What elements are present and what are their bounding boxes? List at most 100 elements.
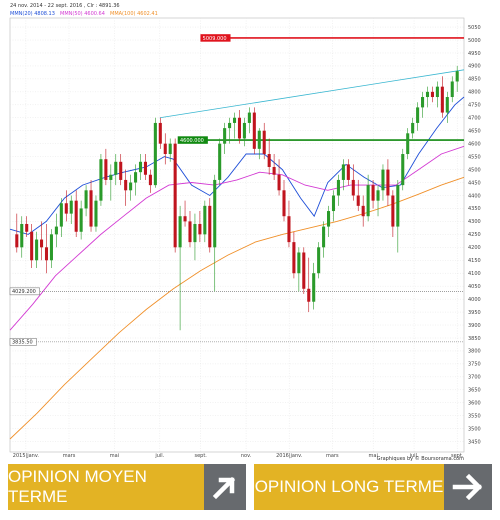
candle-body — [173, 143, 177, 248]
candle-body — [49, 234, 53, 261]
candle-body — [232, 117, 237, 123]
level-label-box — [9, 338, 37, 346]
candle-body — [158, 122, 162, 144]
candle-body — [228, 122, 232, 129]
level-label: 3835.50 — [12, 340, 33, 346]
moving-average-line — [9, 176, 465, 440]
candle-body — [440, 86, 444, 113]
candle-body — [262, 130, 266, 155]
x-tick-label: 2015|janv. — [13, 453, 40, 459]
y-tick-label: 4800 — [468, 90, 481, 96]
x-axis: 2015|janv. mars mai juil. sept. nov. 2016|janv… — [13, 453, 464, 459]
candle-body — [445, 97, 449, 113]
chart-svg: 24 nov. 2014 - 22 sept. 2016 , Clr : 489… — [9, 3, 481, 462]
candle-body — [307, 288, 311, 302]
y-tick-label: 4500 — [468, 167, 481, 173]
candle-body — [411, 122, 415, 134]
level-label: 4600.000 — [180, 138, 204, 144]
candle-body — [30, 231, 34, 261]
candle-body — [69, 200, 73, 214]
candle-body — [79, 208, 83, 232]
x-tick-label: sept. — [451, 453, 464, 459]
candle-body — [20, 223, 24, 248]
candle-body — [163, 143, 167, 155]
candle-body — [331, 195, 336, 212]
candle-body — [287, 216, 291, 243]
opinion-long-terme-label: OPINION LONG TERME — [254, 464, 444, 510]
y-tick-label: 3700 — [468, 375, 481, 381]
candle-body — [247, 112, 251, 123]
candle-body — [138, 161, 143, 173]
candle-body — [237, 117, 242, 139]
moving-average-line — [9, 96, 465, 235]
level-label-box — [177, 136, 208, 144]
candle-body — [143, 161, 147, 175]
candle-body — [54, 226, 58, 235]
candle-body — [104, 159, 108, 180]
level-label-box — [9, 287, 40, 296]
y-tick-label: 3600 — [468, 401, 481, 407]
candle-body — [40, 239, 44, 248]
candle-body — [336, 179, 340, 196]
y-tick-label: 3750 — [468, 362, 481, 368]
candle-body — [272, 166, 276, 175]
candle-body — [198, 223, 202, 235]
ma-legend-item: MMN(20) 4808.13 — [10, 11, 55, 17]
x-tick-label: mai — [369, 453, 378, 459]
candle-body — [223, 128, 227, 144]
candle-body — [312, 273, 316, 302]
candle-body — [15, 234, 19, 248]
y-tick-label: 4750 — [468, 103, 481, 109]
y-tick-label: 4900 — [468, 64, 481, 70]
y-tick-label: 5000 — [468, 38, 481, 44]
opinion-long-terme-banner[interactable]: OPINION LONG TERME — [254, 464, 492, 510]
candle-body — [257, 130, 261, 149]
candle-body — [114, 161, 118, 175]
candle-body — [124, 179, 128, 191]
y-tick-label: 3950 — [468, 310, 481, 316]
x-tick-label: juil. — [409, 453, 419, 459]
candle-body — [366, 185, 370, 217]
opinion-moyen-terme-banner[interactable]: OPINION MOYEN TERME — [8, 464, 246, 510]
candle-body — [89, 190, 93, 227]
candle-body — [430, 91, 434, 98]
y-tick-label: 3650 — [468, 388, 481, 394]
y-tick-label: 4400 — [468, 193, 481, 199]
candle-body — [59, 203, 63, 227]
candle-body — [188, 221, 192, 243]
candle-body — [168, 143, 172, 155]
candle-body — [153, 122, 157, 186]
y-tick-label: 4950 — [468, 51, 481, 57]
y-tick-label: 4150 — [468, 258, 481, 264]
candle-body — [208, 205, 212, 248]
ma-legend-item: MMA(100) 4602.41 — [110, 11, 158, 17]
y-tick-label: 3900 — [468, 323, 481, 329]
candle-body — [435, 86, 439, 98]
arrow-right-icon — [444, 464, 492, 510]
candle-body — [74, 200, 78, 232]
arrow-up-right-icon — [203, 464, 246, 510]
candle-body — [99, 159, 103, 201]
candle-body — [193, 223, 197, 243]
candle-body — [267, 154, 271, 167]
chart-footer: Graphiques by © Boursorama.com — [377, 455, 464, 462]
y-tick-label: 4050 — [468, 284, 481, 290]
candle-body — [218, 143, 222, 180]
candle-body — [297, 252, 301, 274]
x-tick-label: mai — [110, 453, 119, 459]
candle-body — [25, 223, 29, 232]
candle-body — [203, 205, 207, 235]
y-tick-label: 4850 — [468, 77, 481, 83]
price-chart: 24 nov. 2014 - 22 sept. 2016 , Clr : 489… — [9, 3, 481, 462]
candle-body — [64, 203, 68, 214]
level-label: 4029.200 — [12, 289, 36, 295]
y-tick-label: 5050 — [468, 25, 481, 31]
opinion-moyen-terme-label: OPINION MOYEN TERME — [8, 464, 204, 510]
candle-body — [356, 195, 360, 206]
ma-legend-item: MMN(50) 4600.64 — [60, 11, 105, 17]
candle-body — [178, 216, 182, 248]
y-tick-label: 4000 — [468, 297, 481, 303]
chart-date-range: 24 nov. 2014 - 22 sept. 2016 , Clr : 489… — [10, 3, 120, 9]
trendline — [159, 69, 465, 119]
candle-body — [252, 112, 256, 149]
